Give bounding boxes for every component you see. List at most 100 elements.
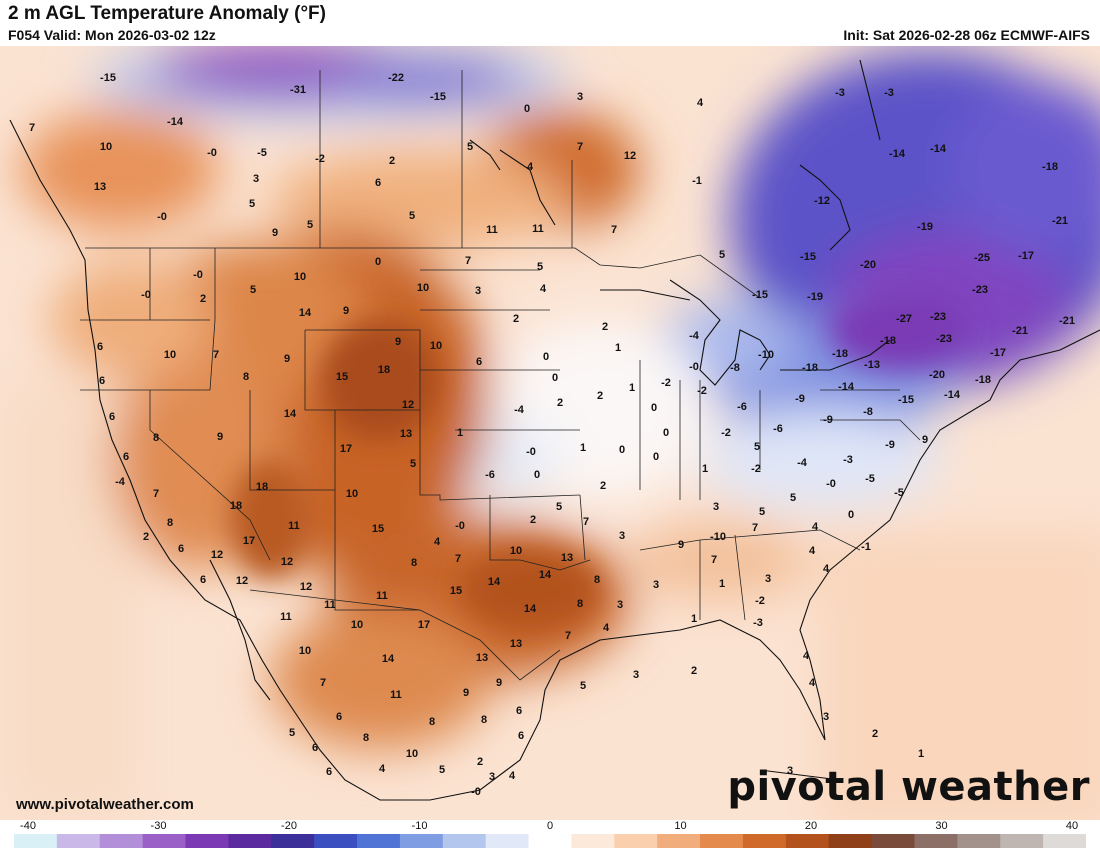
colorbar-swatch [1000, 834, 1044, 848]
anomaly-value-label: -18 [880, 335, 896, 347]
init-time: Init: Sat 2026-02-28 06z ECMWF-AIFS [843, 27, 1090, 43]
anomaly-value-label: -3 [753, 617, 763, 629]
anomaly-value-label: 9 [217, 431, 223, 443]
colorbar [14, 834, 1087, 848]
colorbar-swatch [442, 834, 487, 848]
anomaly-value-label: 3 [823, 711, 829, 723]
anomaly-value-label: 1 [719, 578, 725, 590]
anomaly-value-label: 14 [299, 307, 312, 319]
anomaly-value-label: -15 [800, 251, 816, 263]
anomaly-value-label: -22 [388, 72, 404, 84]
anomaly-value-label: 12 [281, 556, 293, 568]
anomaly-value-label: -18 [832, 348, 848, 360]
anomaly-value-label: 5 [537, 261, 543, 273]
anomaly-value-label: 0 [552, 372, 558, 384]
anomaly-value-label: 7 [29, 122, 35, 134]
anomaly-value-label: 2 [872, 728, 878, 740]
anomaly-value-label: 15 [450, 585, 462, 597]
anomaly-value-label: 3 [713, 501, 719, 513]
anomaly-value-label: 17 [418, 619, 430, 631]
anomaly-value-label: -5 [257, 147, 267, 159]
colorbar-swatch [700, 834, 744, 848]
anomaly-value-label: 17 [243, 535, 255, 547]
anomaly-value-label: -9 [885, 439, 895, 451]
anomaly-value-label: -6 [773, 423, 783, 435]
anomaly-value-label: 8 [481, 714, 487, 726]
colorbar-swatch [1043, 834, 1087, 848]
anomaly-value-label: 5 [289, 727, 295, 739]
anomaly-value-label: 14 [539, 569, 552, 581]
anomaly-value-label: 7 [153, 488, 159, 500]
anomaly-value-label: -6 [485, 469, 495, 481]
colorbar-swatch [957, 834, 1001, 848]
anomaly-value-label: 8 [594, 574, 600, 586]
anomaly-value-label: 9 [395, 336, 401, 348]
anomaly-value-label: 7 [465, 255, 471, 267]
anomaly-value-label: 3 [765, 573, 771, 585]
anomaly-value-label: 10 [406, 748, 418, 760]
anomaly-value-label: 10 [299, 645, 311, 657]
anomaly-value-label: 4 [509, 770, 516, 782]
anomaly-value-label: 3 [633, 669, 639, 681]
anomaly-value-label: 5 [307, 219, 313, 231]
anomaly-value-label: 12 [236, 575, 248, 587]
anomaly-value-label: -5 [865, 473, 875, 485]
anomaly-value-label: 6 [200, 574, 206, 586]
colorbar-swatch [914, 834, 958, 848]
anomaly-value-label: 4 [803, 650, 810, 662]
anomaly-value-label: -0 [157, 211, 167, 223]
colorbar-swatch [228, 834, 272, 848]
anomaly-value-label: 10 [417, 282, 429, 294]
colorbar-labels: -40 -30 -20 -10 0 10 20 30 40 [14, 820, 1086, 834]
anomaly-value-label: 1 [615, 342, 621, 354]
anomaly-value-label: 10 [430, 340, 442, 352]
anomaly-map[interactable]: -15 -31 -22 -15 3 4 7 -14 0 10 -0 -5 -2 2 5 7 12 13 3 6 4 -1-… [0, 46, 1100, 820]
colorbar-tick-label: 0 [546, 820, 554, 832]
anomaly-value-label: 6 [375, 177, 381, 189]
anomaly-value-label: 2 [600, 480, 606, 492]
anomaly-value-label: 5 [439, 764, 445, 776]
anomaly-value-label: 7 [213, 349, 219, 361]
anomaly-value-label: 11 [390, 689, 402, 701]
anomaly-value-label: 18 [378, 364, 390, 376]
anomaly-value-label: 6 [99, 375, 105, 387]
anomaly-value-label: 2 [691, 665, 697, 677]
colorbar-tick-label: 20 [804, 820, 818, 832]
anomaly-value-label: 1 [457, 427, 463, 439]
anomaly-value-label: 9 [343, 305, 349, 317]
anomaly-value-label: 1 [918, 748, 924, 760]
anomaly-value-label: 6 [97, 341, 103, 353]
anomaly-value-label: 2 [513, 313, 519, 325]
colorbar-swatch [314, 834, 358, 848]
anomaly-value-label: 0 [619, 444, 625, 456]
anomaly-value-label: -8 [730, 362, 740, 374]
anomaly-value-label: 5 [467, 141, 473, 153]
website-url: www.pivotalweather.com [16, 796, 194, 813]
anomaly-value-label: -23 [936, 333, 952, 345]
anomaly-value-label: -2 [315, 153, 325, 165]
anomaly-value-label: 5 [250, 284, 256, 296]
anomaly-value-label: 8 [243, 371, 249, 383]
colorbar-swatch [271, 834, 315, 848]
colorbar-tick-label: -20 [281, 820, 297, 832]
anomaly-value-label: 4 [540, 283, 547, 295]
colorbar-swatch [571, 834, 615, 848]
anomaly-value-label: -20 [929, 369, 945, 381]
anomaly-value-label: 1 [629, 382, 635, 394]
anomaly-value-label: -21 [1052, 215, 1068, 227]
anomaly-value-label: -0 [526, 446, 536, 458]
anomaly-value-label: 7 [611, 224, 617, 236]
anomaly-value-label: -23 [930, 311, 946, 323]
anomaly-value-label: 10 [294, 271, 306, 283]
anomaly-value-label: 12 [211, 549, 223, 561]
anomaly-value-label: -19 [917, 221, 933, 233]
anomaly-value-label: -14 [889, 148, 906, 160]
anomaly-value-label: 18 [230, 500, 242, 512]
coastlines [9, 59, 1100, 801]
anomaly-value-label: 6 [516, 705, 522, 717]
colorbar-swatch [528, 834, 573, 848]
anomaly-value-label: 5 [754, 441, 760, 453]
anomaly-value-label: 11 [280, 611, 292, 623]
colorbar-tick-label: -30 [150, 820, 167, 832]
anomaly-value-label: 4 [379, 763, 386, 775]
